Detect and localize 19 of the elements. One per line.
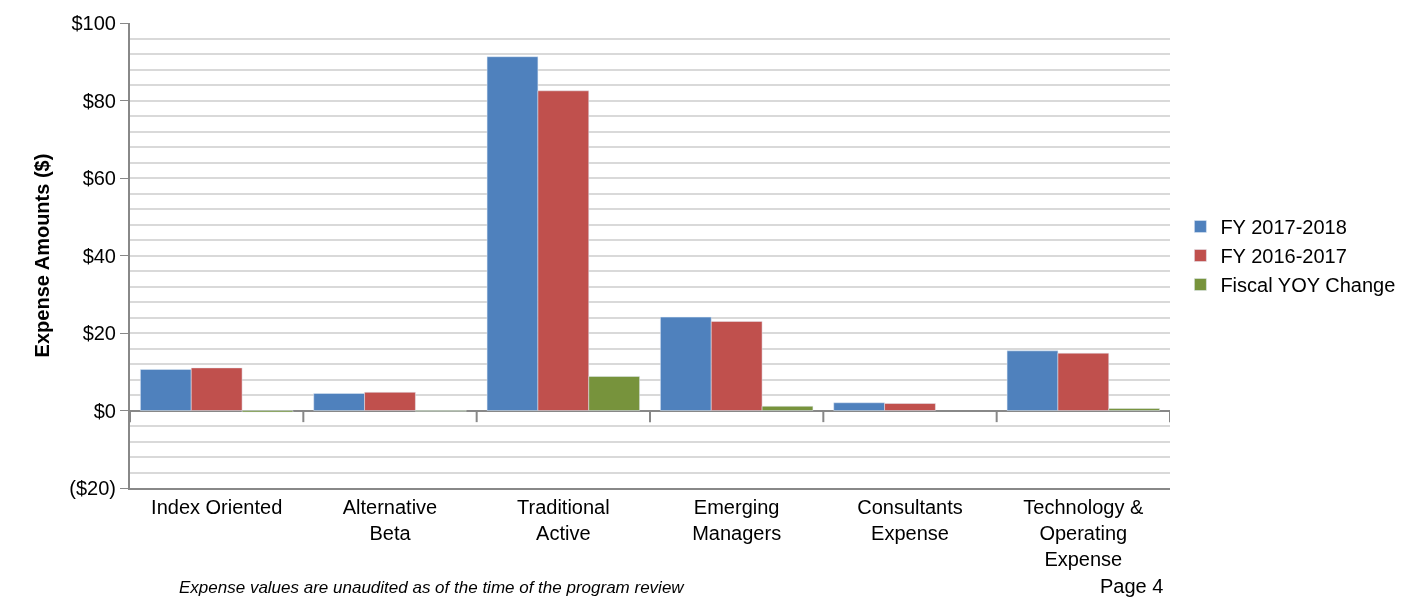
- y-tick-label: $80: [82, 89, 116, 112]
- y-tick-label: $60: [82, 167, 116, 189]
- x-tick-label: Alternative Beta: [342, 496, 438, 544]
- y-tick-label: ($20): [69, 477, 116, 499]
- y-tick-label: $0: [93, 399, 116, 422]
- y-tick-label: $100: [71, 12, 116, 34]
- x-tick-label: Index Oriented: [151, 496, 283, 518]
- legend-label: FY 2017-2018: [1220, 216, 1347, 239]
- x-tick-label: Technology & Operating Expense: [1023, 496, 1145, 570]
- x-tick-label: Emerging Managers: [692, 496, 782, 544]
- x-tick-label: Traditional Active: [517, 496, 610, 544]
- text: Page 4: [1100, 575, 1164, 597]
- y-axis-title: Expense Amounts ($): [31, 153, 54, 358]
- x-tick-label: Consultants Expense: [857, 496, 963, 544]
- legend-label: Fiscal YOY Change: [1220, 274, 1396, 297]
- y-tick-label: $20: [82, 322, 116, 344]
- y-tick-label: $40: [82, 244, 116, 267]
- legend-label: FY 2016-2017: [1220, 245, 1347, 268]
- text: Expense values are unaudited as of the time of the program review: [179, 578, 686, 597]
